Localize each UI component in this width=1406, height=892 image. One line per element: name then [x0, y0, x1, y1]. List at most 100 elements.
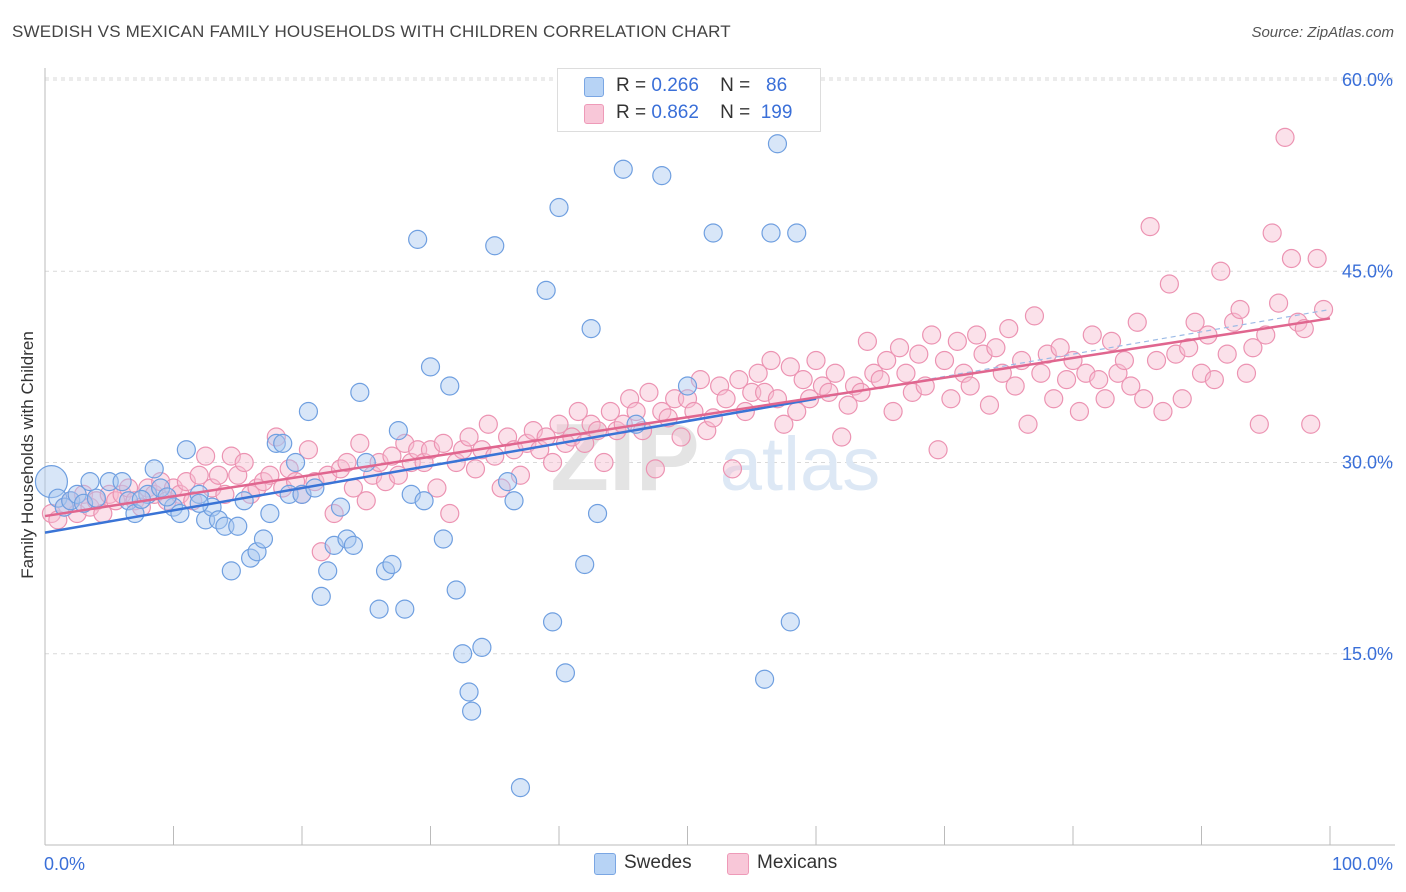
- swedes-point: [754, 669, 775, 689]
- swedes-point: [472, 637, 492, 657]
- mexicans-point: [1281, 248, 1302, 269]
- swedes-trend-extension: [815, 308, 1331, 400]
- mexicans-point: [1185, 312, 1205, 332]
- watermark-zip: ZIP: [550, 404, 699, 511]
- swedes-points: [34, 76, 807, 798]
- y-tick-label: 45.0%: [1342, 261, 1393, 281]
- mexicans-point: [350, 433, 370, 453]
- y-tick-labels: 15.0% 30.0% 45.0% 60.0%: [1342, 70, 1393, 664]
- mexicans-point: [1121, 376, 1141, 396]
- x-tick-label: 100.0%: [1332, 854, 1393, 874]
- swedes-point: [587, 503, 608, 524]
- mexicans-point: [549, 414, 569, 434]
- mexicans-point: [234, 452, 254, 473]
- swedes-point: [86, 488, 107, 508]
- mexicans-point: [671, 427, 691, 447]
- mexicans-point: [1249, 414, 1269, 434]
- swedes-point: [343, 535, 363, 555]
- mexicans-point: [774, 414, 794, 434]
- mexicans-point: [967, 325, 987, 345]
- mexicans-point: [934, 350, 955, 371]
- mexicans-point: [1236, 363, 1257, 383]
- mexicans-point: [825, 363, 845, 383]
- swedes-point: [330, 497, 351, 517]
- mexicans-point: [1172, 389, 1192, 409]
- swedes-point: [234, 491, 254, 511]
- mexicans-point: [459, 427, 479, 447]
- mexicans-point: [716, 389, 736, 409]
- x-tick-label: 0.0%: [44, 854, 85, 874]
- mexicans-point: [433, 433, 453, 453]
- swedes-point: [350, 382, 370, 402]
- swedes-point: [462, 701, 482, 721]
- mexicans-point: [793, 370, 813, 390]
- mexicans-point: [1140, 217, 1160, 237]
- mexicans-point: [960, 376, 980, 396]
- swedes-point: [176, 440, 196, 460]
- mexicans-point: [1256, 325, 1276, 345]
- watermark: ZIP atlas: [550, 404, 880, 511]
- mexicans-point: [986, 338, 1006, 358]
- mexicans-point: [838, 395, 858, 415]
- mexicans-point: [337, 452, 357, 473]
- mexicans-point: [639, 382, 659, 402]
- swedes-point: [504, 491, 524, 511]
- r-label: R =: [616, 102, 647, 123]
- source-credit: Source: ZipAtlas.com: [1251, 24, 1394, 41]
- swedes-point: [260, 503, 280, 524]
- legend-label-mexicans: Mexicans: [757, 852, 838, 873]
- swedes-point: [189, 493, 209, 513]
- trend-lines: [44, 308, 1331, 534]
- swedes-point: [420, 357, 441, 377]
- mexicans-point: [1082, 325, 1102, 345]
- r-value-swedes: 0.266: [651, 75, 699, 96]
- swedes-point: [221, 561, 241, 581]
- mexicans-point: [761, 350, 781, 371]
- mexicans-point: [1018, 414, 1038, 434]
- mexicans-trend-line: [44, 317, 1331, 518]
- swedes-point: [787, 223, 807, 243]
- mexicans-point: [1179, 338, 1199, 358]
- swedes-point: [112, 472, 132, 492]
- swedes-point: [433, 529, 453, 549]
- mexicans-point: [196, 446, 216, 466]
- mexicans-point: [1134, 389, 1154, 409]
- legend-label-swedes: Swedes: [624, 852, 692, 873]
- n-value-mexicans: 199: [760, 102, 793, 123]
- mexicans-point: [947, 331, 967, 351]
- mexicans-point: [1031, 363, 1051, 383]
- swedes-point: [318, 561, 338, 581]
- x-tick-labels: 0.0% 100.0%: [44, 854, 1393, 874]
- swedes-point: [510, 778, 531, 798]
- n-label: N =: [720, 75, 751, 96]
- mexicans-point: [1243, 338, 1263, 358]
- mexicans-point: [356, 491, 376, 511]
- swedes-point: [485, 236, 505, 256]
- chart-title: SWEDISH VS MEXICAN FAMILY HOUSEHOLDS WIT…: [12, 22, 731, 41]
- mexicans-point: [1089, 370, 1109, 390]
- mexicans-point: [1230, 299, 1250, 320]
- swedes-point: [80, 472, 100, 492]
- mexicans-point: [941, 389, 961, 409]
- mexicans-point: [1153, 401, 1173, 422]
- swedes-point: [382, 554, 402, 575]
- mexicans-point: [1024, 306, 1045, 326]
- mexicans-point: [1262, 223, 1282, 243]
- mexicans-point: [298, 440, 319, 460]
- mexicans-point: [382, 446, 402, 466]
- swedes-point: [298, 401, 319, 422]
- swedes-point: [498, 472, 518, 492]
- swedes-point: [388, 421, 408, 441]
- mexicans-point: [1211, 261, 1231, 281]
- mexicans-point: [748, 363, 768, 383]
- mexicans-point: [1044, 389, 1064, 409]
- mexicans-point: [1146, 350, 1167, 371]
- swedes-point: [555, 663, 576, 683]
- mexicans-point: [542, 452, 563, 473]
- mexicans-point: [896, 363, 916, 383]
- swedes-swatch: [594, 853, 616, 875]
- mexicans-point: [1069, 401, 1090, 422]
- swedes-trend-line: [44, 397, 817, 534]
- swedes-point: [581, 319, 601, 339]
